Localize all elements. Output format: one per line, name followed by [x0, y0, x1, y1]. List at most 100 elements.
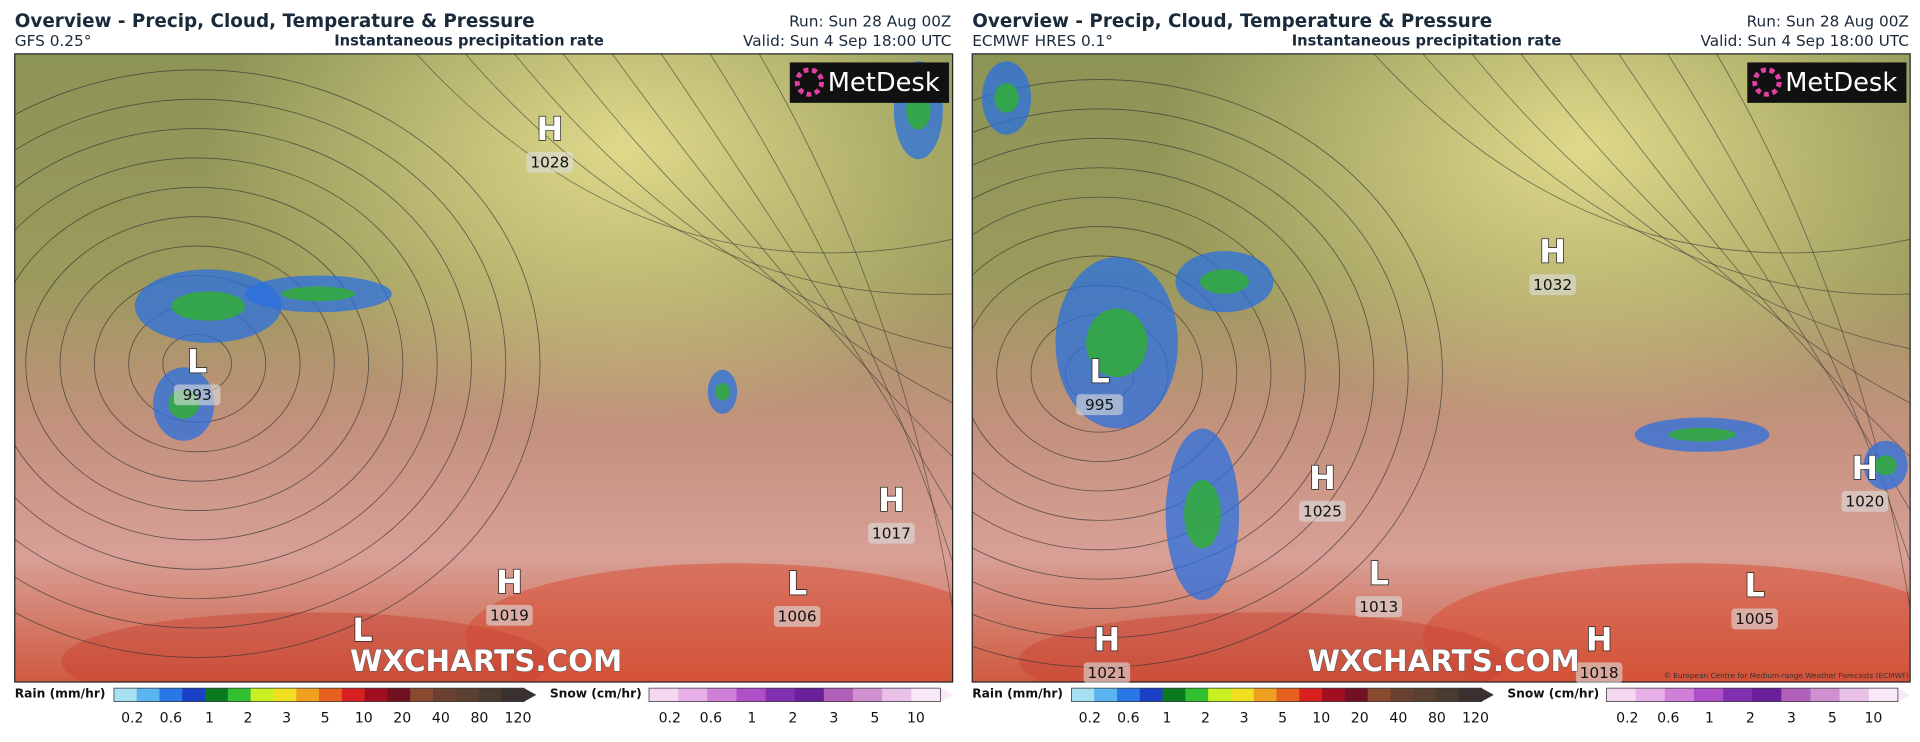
pressure-value: 1006 — [778, 608, 817, 626]
pressure-symbol: H — [1309, 459, 1336, 497]
legend-tick-label: 3 — [829, 711, 838, 727]
pressure-symbol: H — [536, 110, 563, 148]
pressure-label-bg — [526, 151, 574, 173]
legend-swatch — [1071, 688, 1095, 702]
pressure-symbol: H — [1094, 621, 1121, 659]
legend-swatch — [1276, 688, 1300, 702]
pressure-value: 1028 — [530, 153, 569, 171]
isobar — [1520, 53, 1911, 404]
precip-core — [1874, 455, 1897, 476]
pressure-label-bg — [1083, 662, 1131, 684]
pressure-symbol: H — [1852, 449, 1879, 487]
hot-region — [1018, 612, 1509, 683]
legend-swatch — [501, 688, 525, 702]
legend-swatch — [1458, 688, 1482, 702]
legend-swatch — [882, 688, 912, 702]
pressure-label-bg — [1076, 394, 1123, 416]
model-name: GFS 0.25° — [15, 32, 92, 50]
legend-tick-label: 5 — [870, 711, 879, 727]
legend-swatch — [1253, 688, 1277, 702]
legend-tick-label: 40 — [1389, 711, 1407, 727]
legend-swatch — [455, 688, 479, 702]
legend-tick-label: 2 — [788, 711, 797, 727]
legend-swatch — [1868, 688, 1899, 702]
legend-swatch — [1139, 688, 1163, 702]
legend-swatch — [113, 688, 138, 702]
pressure-symbol: H — [1586, 621, 1613, 659]
legend-swatch — [678, 688, 708, 702]
legend-tick-label: 2 — [1746, 711, 1755, 727]
legend-swatch — [1664, 688, 1695, 702]
pressure-symbol: L — [787, 564, 807, 602]
legend-frame — [1606, 687, 1899, 702]
map-frame — [14, 53, 954, 683]
legend-swatch — [341, 688, 365, 702]
legend-swatch — [1116, 688, 1141, 702]
isobar — [14, 98, 507, 629]
legend-tick-label: 2 — [244, 711, 253, 727]
legend-tick-label: 0.6 — [700, 711, 722, 727]
pressure-label-bg — [1841, 490, 1889, 512]
isobar — [972, 196, 1306, 551]
isobar — [1373, 53, 1911, 254]
pressure-value: 1025 — [1303, 502, 1342, 520]
pressure-value: 1005 — [1735, 610, 1774, 628]
legend-swatch — [1299, 688, 1323, 702]
legend-swatch — [273, 688, 297, 702]
legend-swatch — [1436, 688, 1460, 702]
logo-icon — [1752, 67, 1782, 97]
legend-swatch — [1185, 688, 1209, 702]
legend-swatch — [1208, 688, 1232, 702]
legend-tick-label: 5 — [321, 711, 330, 727]
isobar — [416, 53, 953, 254]
legend-swatch — [364, 688, 388, 702]
legend-swatch — [823, 688, 854, 702]
legend-tick-label: 80 — [1428, 711, 1446, 727]
isobar — [14, 186, 404, 541]
legend-swatch — [1810, 688, 1840, 702]
legend-tick-label: 0.6 — [1657, 711, 1679, 727]
legend-swatch — [250, 688, 274, 702]
legend-tick-label: 5 — [1828, 711, 1837, 727]
isobar — [25, 216, 370, 512]
pressure-value: 1017 — [872, 524, 911, 542]
legend-label: Rain (mm/hr) — [972, 687, 1063, 701]
legend-tick-label: 20 — [1351, 711, 1369, 727]
isobar — [972, 226, 1272, 521]
isobar — [513, 53, 953, 349]
legend-swatch — [319, 688, 343, 702]
legend-tick-label: 2 — [1201, 711, 1210, 727]
legend-swatch — [478, 688, 502, 702]
panel: Overview - Precip, Cloud, Temperature & … — [14, 11, 954, 727]
logo-icon — [794, 67, 825, 97]
logo-text: MetDesk — [1785, 68, 1897, 98]
legend-swatch — [205, 688, 229, 702]
pressure-label-bg — [1529, 274, 1576, 296]
legend-swatch — [1839, 688, 1870, 702]
precip-core — [715, 382, 730, 401]
valid-time: Valid: Sun 4 Sep 18:00 UTC — [1701, 32, 1909, 50]
product-name: Instantaneous precipitation rate — [334, 33, 604, 50]
precip-core — [1668, 427, 1736, 442]
pressure-value: 995 — [1085, 396, 1114, 414]
panel: Overview - Precip, Cloud, Temperature & … — [971, 11, 1911, 727]
legend-swatch — [1723, 688, 1753, 702]
isobar — [758, 53, 953, 612]
legend-tick-label: 0.6 — [160, 711, 182, 727]
legend-swatch — [1230, 688, 1255, 702]
run-time: Run: Sun 28 Aug 00Z — [1747, 13, 1909, 31]
precip-core — [281, 286, 356, 302]
pressure-symbol: H — [878, 481, 905, 519]
legend-tick-label: 10 — [907, 711, 925, 727]
isobar — [14, 128, 472, 600]
legend-tick-label: 3 — [1787, 711, 1796, 727]
pressure-value: 1013 — [1359, 598, 1398, 616]
legend-swatch — [1781, 688, 1811, 702]
pressure-value: 1021 — [1087, 664, 1126, 682]
legend-swatch — [765, 688, 796, 702]
isobar — [59, 245, 335, 482]
hot-region — [1422, 563, 1911, 683]
isobar — [972, 167, 1340, 580]
isobar — [1471, 53, 1911, 349]
